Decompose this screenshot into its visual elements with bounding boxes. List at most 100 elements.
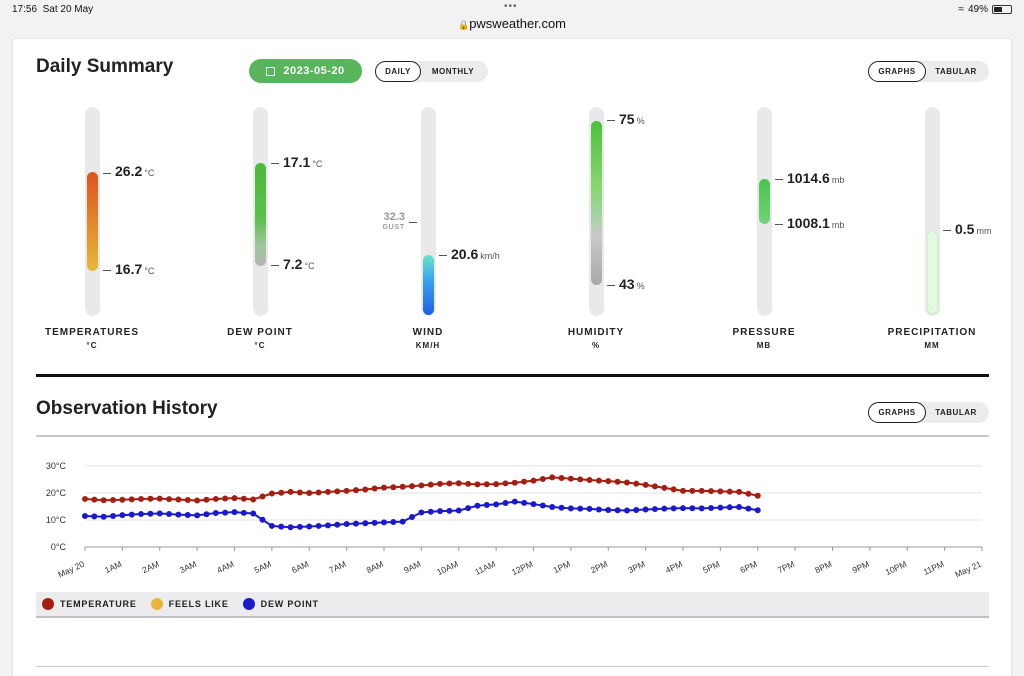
data-point xyxy=(539,475,546,482)
x-tick-label: 4AM xyxy=(215,559,235,575)
data-point xyxy=(371,519,378,526)
precipitation-value: 0.5 mm xyxy=(955,221,992,237)
x-tick-label: 12PM xyxy=(510,559,534,577)
data-point xyxy=(689,487,696,494)
tick xyxy=(607,120,615,121)
legend-label: FEELS LIKE xyxy=(168,599,229,609)
data-point xyxy=(147,510,154,517)
data-point xyxy=(259,493,266,500)
legend-dew-point[interactable]: DEW POINT xyxy=(242,598,319,610)
section-divider xyxy=(36,374,989,377)
x-tick-label: May 20 xyxy=(56,559,86,580)
humidity-unit: % xyxy=(591,341,601,350)
data-point xyxy=(287,488,294,495)
data-point xyxy=(717,488,724,495)
x-tick-label: 2PM xyxy=(589,559,609,575)
data-point xyxy=(409,483,416,490)
data-point xyxy=(156,495,163,502)
tabular-button[interactable]: TABULAR xyxy=(935,67,977,76)
wind-bar xyxy=(423,255,434,315)
data-point xyxy=(502,480,509,487)
data-point xyxy=(296,523,303,530)
x-tick-label: 7PM xyxy=(776,559,796,575)
x-tick-label: 1AM xyxy=(103,559,123,575)
date-label: 2023-05-20 xyxy=(283,65,345,77)
chart-legend: TEMPERATURE FEELS LIKE DEW POINT xyxy=(36,592,989,618)
dew-point-label: DEW POINT xyxy=(227,327,293,338)
data-point xyxy=(465,480,472,487)
data-point xyxy=(156,510,163,517)
y-tick-label: 20°C xyxy=(46,488,67,498)
battery-percent: 49% xyxy=(967,4,988,15)
precipitation-label: PRECIPITATION xyxy=(887,327,977,338)
data-point xyxy=(138,511,145,518)
data-point xyxy=(754,507,761,514)
data-point xyxy=(623,479,630,486)
monthly-button[interactable]: MONTHLY xyxy=(431,67,475,76)
data-point xyxy=(493,481,500,488)
observation-chart[interactable]: 30°C 20°C 10°C 0°C May 20 1AM 2AM 3AM 4AM 5AM 6AM 7… xyxy=(36,444,996,594)
data-point xyxy=(680,505,686,512)
address-bar[interactable]: 🔒pwsweather.com xyxy=(0,16,1024,31)
tick xyxy=(775,179,783,180)
period-toggle: DAILY MONTHLY xyxy=(375,61,488,82)
data-point xyxy=(455,507,462,514)
data-point xyxy=(483,502,490,509)
data-point xyxy=(352,520,359,527)
calendar-icon xyxy=(266,66,276,76)
wind-unit: KM/H xyxy=(415,341,441,350)
data-point xyxy=(595,477,602,484)
graphs-button[interactable]: GRAPHS xyxy=(868,61,926,82)
daily-summary-title: Daily Summary xyxy=(36,56,174,77)
legend-label: DEW POINT xyxy=(260,599,319,609)
date-picker-button[interactable]: 2023-05-20 xyxy=(249,59,362,83)
wifi-icon: ≈ xyxy=(958,4,964,15)
legend-feels-like[interactable]: FEELS LIKE xyxy=(150,598,229,610)
data-point xyxy=(352,487,359,494)
data-point xyxy=(530,477,537,484)
x-tick-label: 3PM xyxy=(626,559,646,575)
data-point xyxy=(296,489,303,496)
x-tick-label: 5PM xyxy=(701,559,721,575)
data-point xyxy=(110,497,117,504)
more-dots-icon[interactable]: ••• xyxy=(504,1,518,12)
data-point xyxy=(371,485,378,492)
data-point xyxy=(633,480,640,487)
tick xyxy=(103,270,111,271)
wind-gust-value: 32.3 xyxy=(383,211,405,223)
legend-swatch xyxy=(42,598,54,610)
data-point xyxy=(736,488,743,495)
data-point xyxy=(558,475,565,482)
x-tick-label: 11AM xyxy=(473,559,497,577)
summary-view-toggle: GRAPHS TABULAR xyxy=(868,61,989,82)
data-point xyxy=(558,504,565,511)
data-point xyxy=(651,483,658,490)
data-point xyxy=(708,488,715,495)
tick xyxy=(271,265,279,266)
x-tick-label: 10PM xyxy=(884,559,908,577)
x-tick-label: 8PM xyxy=(813,559,833,575)
lock-icon: 🔒 xyxy=(457,20,470,30)
daily-button[interactable]: DAILY xyxy=(375,61,421,82)
history-tabular-button[interactable]: TABULAR xyxy=(935,408,977,417)
data-point xyxy=(614,478,621,485)
data-point xyxy=(240,495,247,502)
chart-top-rule xyxy=(36,435,989,437)
humidity-range-bar xyxy=(591,121,602,285)
history-graphs-button[interactable]: GRAPHS xyxy=(868,402,926,423)
data-point xyxy=(549,474,556,481)
data-point xyxy=(110,512,117,519)
data-point xyxy=(427,508,434,515)
bottom-rule xyxy=(36,666,989,667)
data-point xyxy=(147,495,154,502)
data-point xyxy=(670,486,677,493)
data-point xyxy=(203,496,210,503)
x-tick-label: 11PM xyxy=(922,559,946,577)
data-point xyxy=(278,489,285,496)
legend-temperature[interactable]: TEMPERATURE xyxy=(42,598,137,610)
y-tick-label: 30°C xyxy=(46,461,67,471)
y-tick-label: 0°C xyxy=(51,542,67,552)
data-point xyxy=(446,480,453,487)
x-tick-label: 9PM xyxy=(851,559,871,575)
data-point xyxy=(82,512,88,519)
